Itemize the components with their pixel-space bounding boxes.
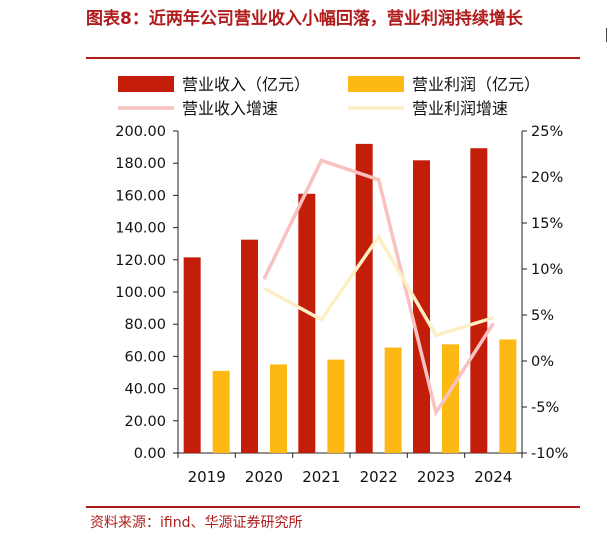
left-tick-label: 0.00 [134,446,166,462]
chart: 营业收入（亿元） 营业利润（亿元） 营业收入增速 营业利润增速 0.00 20.00 40… [115,75,568,486]
left-tick-label: 160.00 [115,188,166,204]
x-tick-label: 2023 [417,468,455,486]
x-tick-label: 2021 [302,468,340,486]
left-tick-label: 80.00 [124,317,166,333]
left-tick-label: 180.00 [115,156,166,172]
right-tick-label: 15% [531,216,563,232]
legend-swatch [118,76,174,92]
right-tick-label: 10% [531,262,563,278]
axes: 0.00 20.00 40.00 60.00 80.00 100.00 120.00 140.… [115,124,568,486]
source-divider [86,506,580,508]
legend-label: 营业利润增速 [412,99,508,118]
revenue-bar [470,148,488,454]
left-tick-label: 60.00 [124,349,166,365]
right-tick-label: 0% [531,354,554,370]
revenue-bar [298,193,316,454]
bars [183,143,517,454]
legend-label: 营业收入（亿元） [182,75,310,94]
x-tick-label: 2019 [188,468,226,486]
profit-bar [212,370,230,453]
right-tick-label: -10% [531,446,568,462]
legend-label: 营业收入增速 [182,99,278,118]
profit-bar [442,344,459,453]
revenue-growth-line [262,158,495,417]
revenue-bar [413,160,430,453]
x-tick-label: 2022 [360,468,398,486]
revenue-bar [241,239,258,453]
right-tick-label: 20% [531,170,563,186]
legend-swatch [348,76,404,92]
x-tick-label: 2024 [474,468,512,486]
left-tick-label: 100.00 [115,285,166,301]
source-note: 资料来源：ifind、华源证券研究所 [90,515,303,531]
left-tick-label: 140.00 [115,221,166,237]
left-tick-label: 40.00 [124,382,166,398]
adjacent-panel-edge [606,28,614,42]
profit-growth-line [263,233,494,338]
right-tick-label: 25% [531,124,563,140]
right-tick-label: 5% [531,308,554,324]
lines [262,158,495,417]
profit-bar [327,359,345,453]
chart-title: 图表8：近两年公司营业收入小幅回落，营业利润持续增长 [86,9,523,29]
profit-bar [499,339,517,453]
x-tick-label: 2020 [245,468,283,486]
right-tick-label: -5% [531,400,559,416]
title-divider [86,57,580,59]
profit-bar [270,364,287,453]
profit-bar [384,347,402,453]
left-tick-label: 20.00 [124,414,166,430]
left-tick-label: 200.00 [115,124,166,140]
revenue-bar [355,143,373,453]
legend: 营业收入（亿元） 营业利润（亿元） 营业收入增速 营业利润增速 [118,75,540,118]
legend-label: 营业利润（亿元） [412,75,540,94]
revenue-bar [183,257,201,453]
left-tick-label: 120.00 [115,253,166,269]
